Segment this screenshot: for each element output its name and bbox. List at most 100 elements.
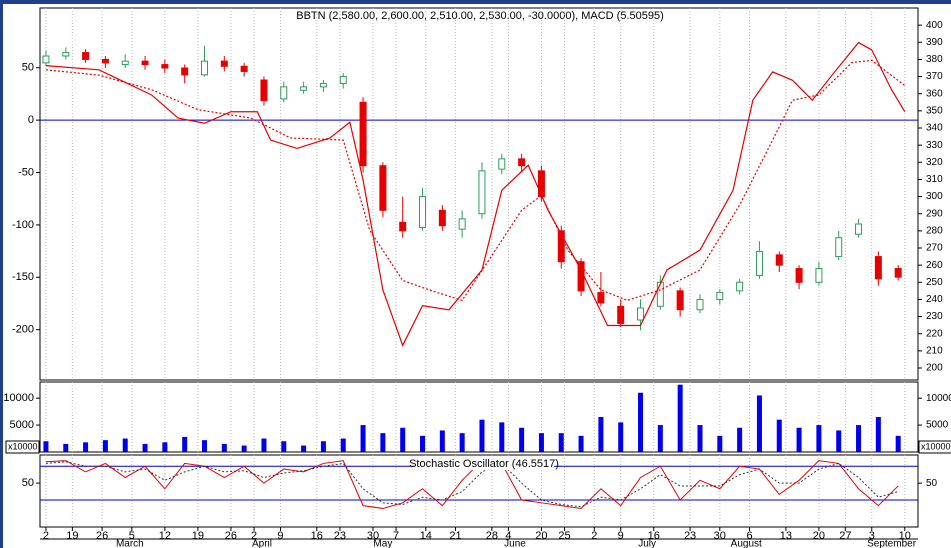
title-bg (414, 458, 554, 470)
x-tick-label: 21 (449, 530, 461, 542)
y2-tick-label: 50 (926, 478, 938, 489)
candle-body (220, 60, 228, 67)
volume-bar (83, 442, 89, 452)
candle-body (300, 86, 308, 91)
candle-body (260, 79, 268, 102)
volume-bar (301, 445, 307, 452)
candle-body (181, 67, 189, 76)
candle-body (62, 52, 70, 57)
y2-tick-label: 400 (926, 20, 943, 31)
candle-body (775, 254, 783, 266)
month-label: September (867, 539, 917, 548)
y-tick-label: 10000 (3, 392, 34, 404)
x-tick-label: 30 (714, 530, 726, 542)
y2-tick-label: 210 (926, 345, 943, 356)
x-tick-label: 5 (129, 530, 135, 542)
volume-bar (261, 438, 267, 452)
candle-body (637, 307, 645, 321)
volume-bar (182, 436, 188, 452)
x-tick-label: 7 (393, 530, 399, 542)
x-tick-label: 2 (251, 530, 257, 542)
volume-bar (638, 392, 644, 452)
volume-bar (756, 395, 762, 452)
volume-bar (558, 433, 564, 452)
volume-bar (499, 422, 505, 452)
volume-bar (420, 435, 426, 452)
month-label: July (638, 539, 656, 548)
candle-body (537, 170, 545, 198)
y-tick-label: -100 (12, 219, 34, 231)
candle-body (240, 65, 248, 72)
x-tick-label: 26 (96, 530, 108, 542)
y2-tick-label: 360 (926, 88, 943, 99)
volume-bar (221, 443, 227, 452)
y2-tick-label: 250 (926, 277, 943, 288)
unit-box (918, 440, 951, 454)
x-tick-label: 25 (558, 530, 570, 542)
window-border (0, 0, 3, 548)
volume-panel (39, 381, 919, 453)
candle-body (716, 292, 724, 300)
x-tick-label: 28 (486, 530, 498, 542)
volume-bar (737, 427, 743, 452)
volume-bar (816, 425, 822, 452)
x-tick-label: 9 (618, 530, 624, 542)
volume-bar (142, 443, 148, 452)
candle-body (696, 298, 704, 311)
stochastic-line (45, 461, 899, 508)
candle-body (121, 60, 129, 66)
y2-tick-label: 380 (926, 54, 943, 65)
x-tick-label: 26 (225, 530, 237, 542)
line (45, 59, 906, 302)
x-tick-label: 16 (311, 530, 323, 542)
y2-tick-label: 320 (926, 157, 943, 168)
chart-title: BBTN (2,580.00, 2,600.00, 2,510.00, 2,53… (296, 10, 664, 22)
y2-tick-label: 280 (926, 225, 943, 236)
window-border (0, 0, 951, 4)
volume-bar (439, 430, 445, 452)
candle-body (82, 52, 90, 60)
candle-body (339, 76, 347, 84)
volume-bar (459, 433, 465, 452)
unit-label: x10000 (921, 441, 951, 451)
stochastic-panel (39, 454, 919, 528)
month-label: June (504, 539, 526, 548)
x-tick-label: 6 (746, 530, 752, 542)
candle-body (617, 305, 625, 324)
volume-bar (43, 441, 49, 452)
candle-body (141, 60, 149, 66)
y2-tick-label: 290 (926, 208, 943, 219)
x-tick-label: 27 (839, 530, 851, 542)
y-tick-label: -200 (12, 324, 34, 336)
line (45, 41, 906, 347)
volume-bar (202, 440, 208, 452)
candle-body (438, 209, 446, 227)
volume-bar (618, 422, 624, 452)
candle-body (815, 268, 823, 283)
volume-bar (360, 425, 366, 452)
x-tick-label: 19 (192, 530, 204, 542)
x-tick-label: 3 (869, 530, 875, 542)
volume-bar (162, 442, 168, 452)
candle-body (874, 256, 882, 280)
volume-bar (677, 384, 683, 452)
volume-bar (776, 419, 782, 452)
x-tick-label: 13 (780, 530, 792, 542)
candle-body (399, 221, 407, 232)
y-tick-label: 0 (28, 114, 34, 126)
candle-body (419, 196, 427, 228)
price-panel (39, 7, 919, 381)
candle-body (280, 86, 288, 100)
stochastic-line (45, 460, 899, 509)
y2-tick-label: 300 (926, 191, 943, 202)
volume-bar (281, 441, 287, 452)
candle-body (379, 165, 387, 211)
y2-tick-label: 10000 (926, 393, 951, 404)
volume-bar (241, 445, 247, 452)
candle-body (42, 55, 50, 64)
month-label: August (731, 539, 762, 548)
candle-body (795, 268, 803, 283)
candle-body (855, 223, 863, 235)
